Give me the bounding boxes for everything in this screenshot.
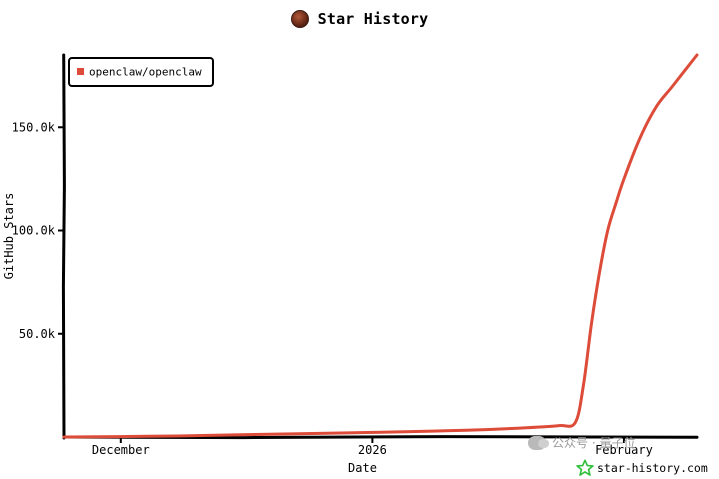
legend-box [68,57,214,87]
wechat-icon [528,435,549,450]
axes: 50.0k 100.0k 150.0k December 2026 February Dat… [2,53,699,475]
x-axis-title: Date [348,461,377,475]
series-line-0 [62,53,699,439]
owner-avatar [290,10,309,28]
legend-label: openclaw/openclaw [89,66,202,79]
y-tick-label: 150.0k [12,120,56,134]
site-label: star-history.com [597,461,708,475]
legend: openclaw/openclaw [68,57,214,87]
x-tick-label: 2026 [358,443,387,457]
series-layer [62,53,699,439]
y-tick-label: 50.0k [19,327,56,341]
chart-title: Star History [317,10,429,28]
legend-swatch [77,68,84,75]
star-outline-icon [576,459,594,476]
chart-header: Star History [0,6,719,32]
y-axis-line [61,53,66,440]
watermark: 公众号 · 量子位 [528,434,635,451]
y-axis-title: GitHub Stars [2,193,16,280]
site-credit[interactable]: star-history.com [576,459,708,477]
x-tick-label: December [92,443,150,457]
x-tick-label: February [595,443,653,457]
watermark-text: 公众号 · 量子位 [552,436,636,450]
y-tick-label: 100.0k [12,224,56,238]
